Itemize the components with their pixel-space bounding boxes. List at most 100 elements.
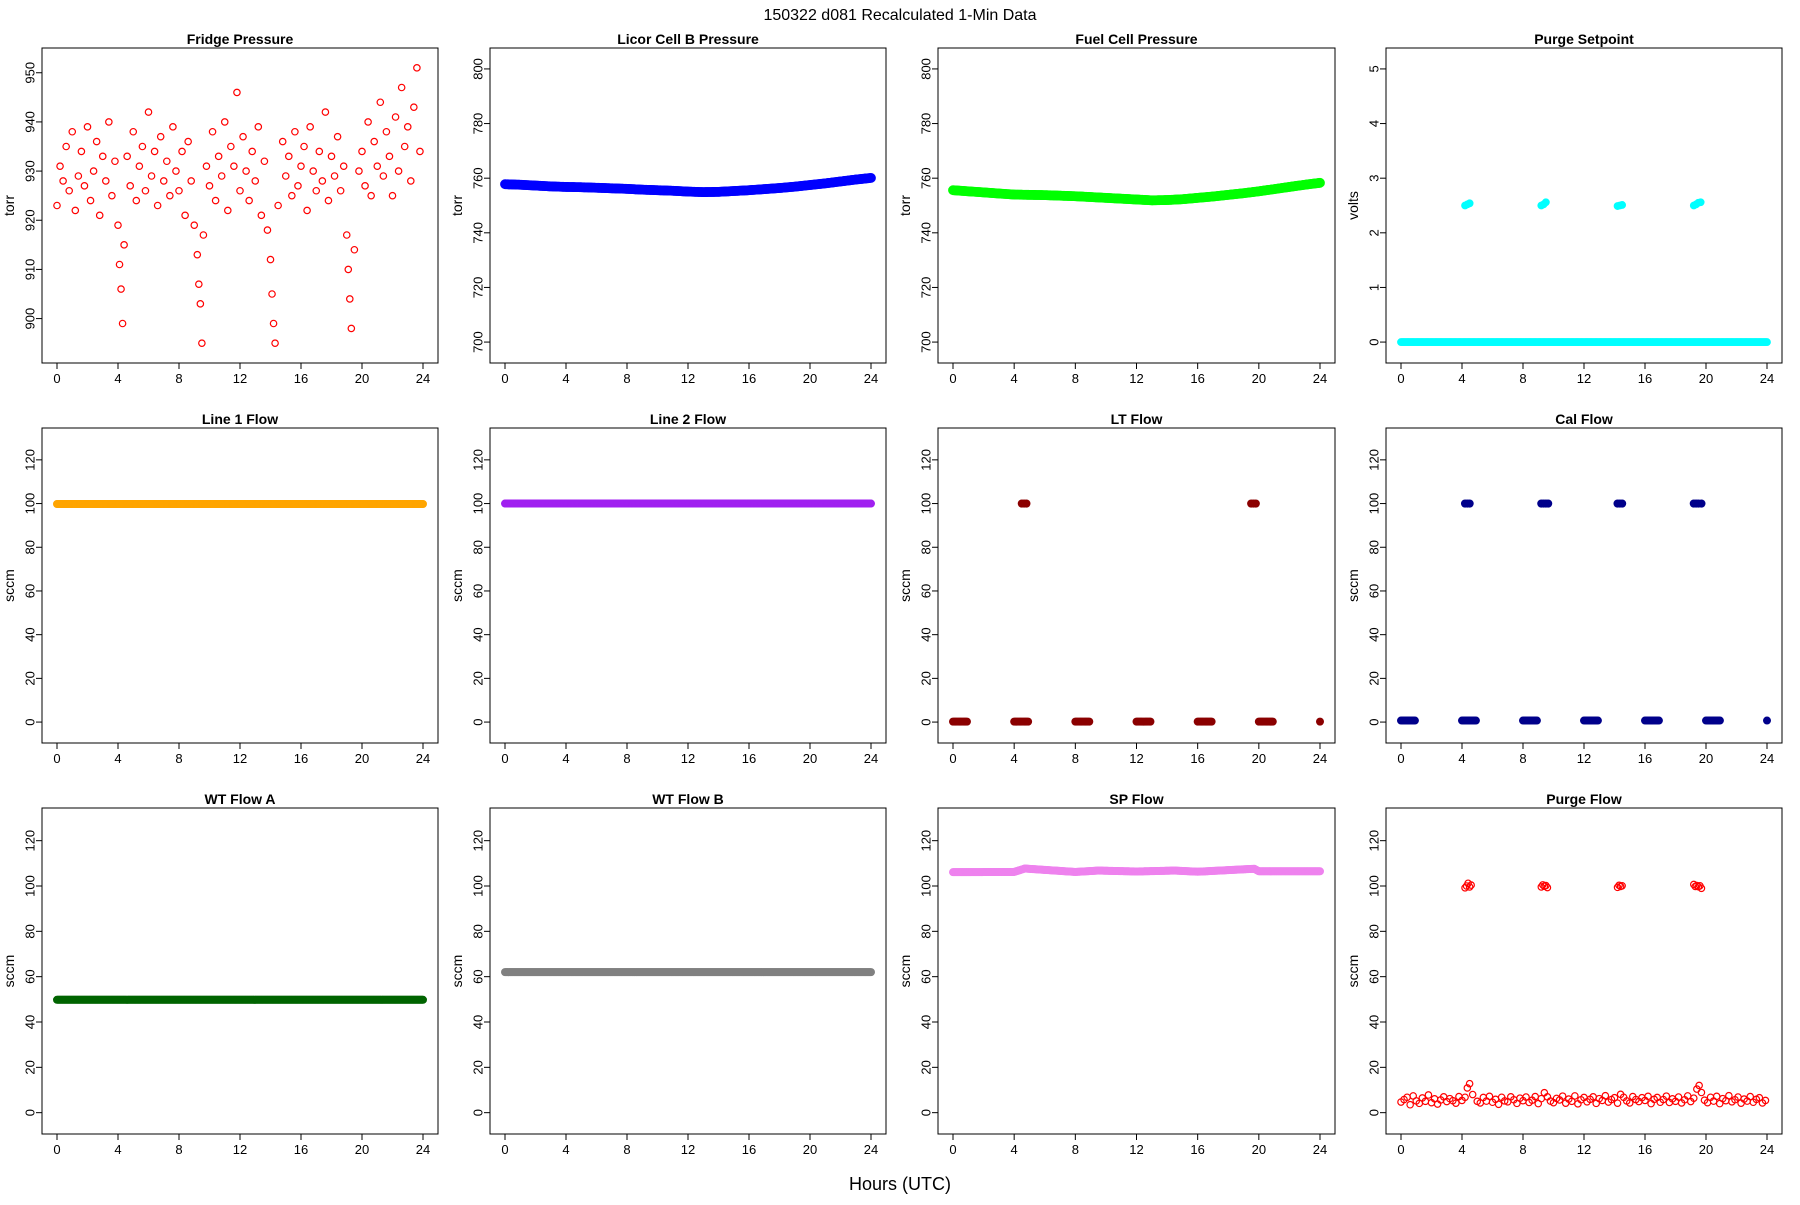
x-tick-label-10-6: 20 xyxy=(803,1142,817,1157)
data-point-1-110 xyxy=(367,191,375,200)
y-axis-label-9: sccm xyxy=(1,955,17,988)
data-point-1-83 xyxy=(288,191,296,200)
data-point-1-33 xyxy=(144,108,153,116)
data-point-8-60 xyxy=(1654,716,1663,725)
data-point-1-87 xyxy=(300,142,308,151)
data-point-4-302 xyxy=(1696,198,1705,207)
data-point-12-131 xyxy=(1543,883,1552,892)
data-point-1-61 xyxy=(224,206,232,215)
x-tick-label-12-1: 0 xyxy=(1397,1142,1404,1157)
data-point-8-48 xyxy=(1593,716,1602,725)
data-point-1-124 xyxy=(410,103,418,111)
x-axis-label: Hours (UTC) xyxy=(849,1174,951,1194)
data-point-1-21 xyxy=(114,221,122,229)
y-axis-label-5: sccm xyxy=(1,569,17,602)
y-tick-label-9-4: 60 xyxy=(22,969,37,983)
x-tick-label-11-4: 12 xyxy=(1129,1142,1143,1157)
panel-10: WT Flow B sccm 0 20 40 60 80 100 120 0 4 8 12 16 20 24 xyxy=(449,791,887,1157)
x-tick-label-2-4: 12 xyxy=(681,371,695,386)
y-tick-label-3-1: 700 xyxy=(918,331,933,353)
y-tick-label-12-6: 100 xyxy=(1366,875,1381,897)
x-tick-label-3-7: 24 xyxy=(1313,371,1327,386)
data-point-1-70 xyxy=(251,177,260,185)
data-point-7-79 xyxy=(1251,499,1260,508)
data-point-1-75 xyxy=(266,255,275,264)
data-point-1-17 xyxy=(102,177,110,185)
x-tick-label-1-2: 4 xyxy=(114,371,121,386)
y-tick-label-8-6: 100 xyxy=(1366,493,1381,515)
data-point-12-35 xyxy=(1500,1097,1509,1105)
data-point-12-76 xyxy=(1625,1099,1634,1107)
data-point-1-29 xyxy=(132,196,141,205)
data-point-12-88 xyxy=(1662,1092,1671,1100)
y-tick-label-3-6: 800 xyxy=(918,58,933,80)
panel-frame-4 xyxy=(1385,47,1783,364)
data-point-1-108 xyxy=(361,182,369,190)
x-tick-label-2-6: 20 xyxy=(803,371,817,386)
data-point-1-34 xyxy=(147,172,156,180)
y-tick-label-4-4: 3 xyxy=(1366,175,1381,182)
y-tick-label-2-2: 720 xyxy=(470,277,485,299)
x-tick-label-6-6: 20 xyxy=(803,751,817,766)
data-point-1-66 xyxy=(239,132,247,141)
data-point-8-12 xyxy=(1410,716,1419,725)
x-tick-label-11-7: 24 xyxy=(1313,1142,1327,1157)
data-point-1-55 xyxy=(205,182,214,190)
x-tick-label-4-3: 8 xyxy=(1519,371,1526,386)
x-tick-label-2-2: 4 xyxy=(562,371,569,386)
data-point-12-19 xyxy=(1452,1099,1460,1107)
y-tick-label-9-7: 120 xyxy=(22,830,37,852)
y-tick-label-2-1: 700 xyxy=(470,331,485,353)
data-point-1-14 xyxy=(92,137,101,146)
x-tick-label-9-1: 0 xyxy=(53,1142,60,1157)
x-tick-label-12-5: 16 xyxy=(1638,1142,1652,1157)
x-tick-label-9-4: 12 xyxy=(233,1142,247,1157)
x-tick-label-4-5: 16 xyxy=(1638,371,1652,386)
panel-frame-11 xyxy=(937,807,1336,1135)
data-point-12-116 xyxy=(1746,1092,1755,1101)
y-tick-label-12-5: 80 xyxy=(1366,924,1381,938)
data-point-1-95 xyxy=(324,196,333,205)
data-point-8-73 xyxy=(1763,716,1771,725)
x-tick-label-8-1: 0 xyxy=(1397,751,1404,766)
x-tick-label-6-4: 12 xyxy=(681,751,695,766)
y-tick-label-8-2: 20 xyxy=(1366,671,1381,685)
y-tick-label-9-2: 20 xyxy=(22,1060,37,1074)
x-tick-label-2-5: 16 xyxy=(742,371,756,386)
x-tick-label-10-2: 4 xyxy=(562,1142,569,1157)
data-point-1-90 xyxy=(309,167,318,175)
x-tick-label-9-3: 8 xyxy=(175,1142,182,1157)
data-point-1-13 xyxy=(89,167,98,175)
data-point-9-433 xyxy=(419,995,427,1004)
x-tick-label-6-2: 4 xyxy=(562,751,569,766)
data-point-7-60 xyxy=(1207,717,1216,726)
data-point-8-83 xyxy=(1618,499,1627,508)
data-point-12-30 xyxy=(1485,1092,1494,1101)
panel-frame-6 xyxy=(489,427,887,744)
data-point-12-141 xyxy=(1697,884,1706,893)
data-point-1-104 xyxy=(347,324,356,333)
data-point-7-73 xyxy=(1316,717,1324,726)
y-tick-label-3-3: 740 xyxy=(918,222,933,244)
y-tick-label-2-6: 800 xyxy=(470,58,485,80)
data-point-1-36 xyxy=(153,201,162,210)
panel-title-5: Line 1 Flow xyxy=(202,411,278,427)
data-point-1-107 xyxy=(358,147,366,156)
data-point-1-10 xyxy=(80,182,89,190)
data-point-1-106 xyxy=(355,167,363,175)
data-point-1-62 xyxy=(227,142,235,151)
data-point-7-24 xyxy=(1024,717,1033,726)
data-point-1-112 xyxy=(373,162,382,170)
data-point-1-12 xyxy=(86,196,95,205)
y-tick-label-1-4: 930 xyxy=(22,160,37,182)
data-point-1-53 xyxy=(199,231,208,239)
x-tick-label-9-7: 24 xyxy=(416,1142,430,1157)
y-axis-label-11: sccm xyxy=(897,955,913,988)
data-point-1-88 xyxy=(303,206,311,215)
data-point-1-93 xyxy=(318,177,327,185)
y-tick-label-3-5: 780 xyxy=(918,113,933,135)
panel-title-10: WT Flow B xyxy=(652,791,724,807)
x-tick-label-7-2: 4 xyxy=(1011,751,1018,766)
chart-panels: Fridge Pressure torr 900 910 920 930 940 950 0 4 8… xyxy=(1,31,1783,1157)
